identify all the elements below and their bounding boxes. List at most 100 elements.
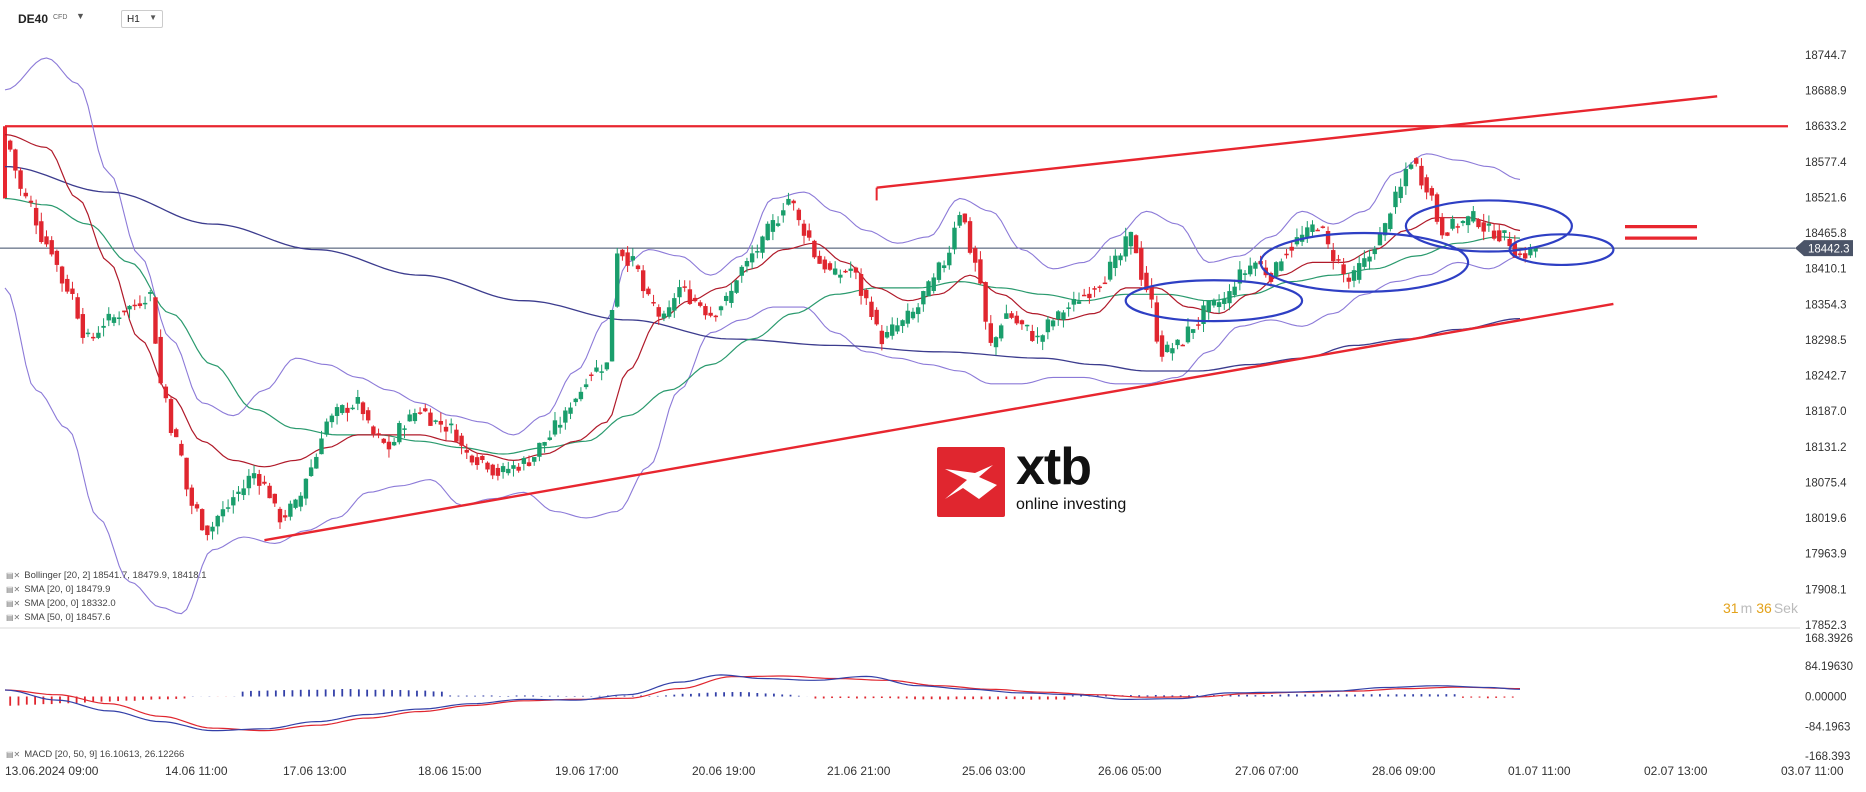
candle-body[interactable] bbox=[708, 312, 713, 316]
indicator-sma50[interactable]: ▤✕ SMA [50, 0] 18457.6 bbox=[6, 612, 110, 623]
candle-body[interactable] bbox=[116, 317, 122, 319]
candle-body[interactable] bbox=[1325, 231, 1331, 245]
candle-body[interactable] bbox=[1165, 344, 1170, 353]
candle-body[interactable] bbox=[656, 307, 661, 317]
indicator-menu-icon[interactable]: ▤✕ bbox=[6, 750, 21, 759]
candle-body[interactable] bbox=[1460, 220, 1466, 224]
candle-body[interactable] bbox=[495, 467, 501, 476]
candle-body[interactable] bbox=[1393, 191, 1398, 208]
candle-body[interactable] bbox=[158, 336, 163, 384]
candle-body[interactable] bbox=[739, 266, 744, 276]
candle-body[interactable] bbox=[1004, 313, 1009, 319]
candle-body[interactable] bbox=[563, 410, 568, 423]
candle-body[interactable] bbox=[775, 223, 781, 226]
candle-body[interactable] bbox=[1273, 262, 1279, 277]
candle-body[interactable] bbox=[734, 280, 739, 293]
candle-body[interactable] bbox=[1045, 319, 1051, 333]
candle-body[interactable] bbox=[1502, 230, 1507, 233]
candle-body[interactable] bbox=[360, 402, 366, 415]
candle-body[interactable] bbox=[848, 268, 853, 271]
candle-body[interactable] bbox=[646, 288, 651, 295]
candle-body[interactable] bbox=[1056, 311, 1061, 320]
candle-body[interactable] bbox=[532, 457, 537, 462]
candle-body[interactable] bbox=[1030, 331, 1035, 341]
candle-body[interactable] bbox=[39, 221, 44, 243]
candle-body[interactable] bbox=[314, 456, 319, 469]
candle-body[interactable] bbox=[407, 414, 412, 422]
candle-body[interactable] bbox=[7, 140, 13, 150]
candle-body[interactable] bbox=[381, 438, 386, 443]
candle-body[interactable] bbox=[111, 317, 117, 323]
candle-body[interactable] bbox=[1201, 305, 1206, 325]
candle-body[interactable] bbox=[1144, 272, 1149, 291]
candle-body[interactable] bbox=[926, 281, 931, 297]
candle-body[interactable] bbox=[329, 415, 335, 423]
candle-body[interactable] bbox=[194, 504, 200, 509]
candle-body[interactable] bbox=[812, 240, 817, 258]
candle-body[interactable] bbox=[557, 424, 563, 428]
candle-body[interactable] bbox=[615, 253, 620, 307]
candle-body[interactable] bbox=[537, 442, 542, 457]
candle-body[interactable] bbox=[500, 466, 506, 473]
candle-body[interactable] bbox=[1465, 216, 1471, 226]
candle-body[interactable] bbox=[915, 307, 921, 315]
candle-body[interactable] bbox=[1336, 259, 1341, 261]
candle-body[interactable] bbox=[635, 265, 641, 270]
candle-body[interactable] bbox=[947, 252, 952, 266]
candle-body[interactable] bbox=[417, 412, 423, 414]
candle-body[interactable] bbox=[749, 253, 755, 263]
candle-body[interactable] bbox=[599, 371, 604, 373]
candle-body[interactable] bbox=[993, 337, 999, 348]
candle-body[interactable] bbox=[1242, 273, 1248, 275]
candle-body[interactable] bbox=[1310, 224, 1315, 232]
candle-body[interactable] bbox=[49, 240, 54, 255]
timeframe-select[interactable]: H1 ▼ bbox=[121, 10, 163, 28]
indicator-macd[interactable]: ▤✕ MACD [20, 50, 9] 16.10613, 26.12266 bbox=[6, 749, 184, 760]
candle-body[interactable] bbox=[910, 311, 916, 319]
candle-body[interactable] bbox=[241, 488, 246, 496]
candle-body[interactable] bbox=[672, 298, 677, 311]
candle-body[interactable] bbox=[474, 457, 480, 466]
candle-body[interactable] bbox=[1076, 301, 1082, 304]
candle-body[interactable] bbox=[1222, 298, 1227, 304]
candle-body[interactable] bbox=[1061, 312, 1066, 320]
candle-body[interactable] bbox=[490, 464, 495, 476]
candle-body[interactable] bbox=[1123, 236, 1128, 257]
candle-body[interactable] bbox=[895, 325, 900, 332]
resistance-trendline[interactable] bbox=[876, 95, 1718, 189]
candle-body[interactable] bbox=[1341, 264, 1346, 275]
candle-body[interactable] bbox=[640, 270, 646, 292]
candle-body[interactable] bbox=[137, 303, 143, 306]
candle-body[interactable] bbox=[1139, 247, 1144, 280]
candle-body[interactable] bbox=[319, 438, 324, 455]
candle-body[interactable] bbox=[449, 423, 454, 426]
candle-body[interactable] bbox=[469, 455, 475, 463]
candle-body[interactable] bbox=[1351, 270, 1357, 281]
candle-body[interactable] bbox=[1320, 226, 1326, 228]
candle-body[interactable] bbox=[13, 149, 18, 171]
candle-body[interactable] bbox=[625, 252, 630, 266]
candle-body[interactable] bbox=[609, 309, 615, 362]
candle-body[interactable] bbox=[723, 295, 729, 302]
candle-body[interactable] bbox=[205, 525, 210, 536]
candle-body[interactable] bbox=[807, 230, 812, 238]
candle-body[interactable] bbox=[1455, 226, 1460, 228]
candle-body[interactable] bbox=[547, 437, 552, 440]
candle-body[interactable] bbox=[28, 200, 34, 203]
candle-body[interactable] bbox=[967, 221, 973, 253]
candle-body[interactable] bbox=[755, 251, 760, 253]
candle-body[interactable] bbox=[59, 266, 65, 284]
candle-body[interactable] bbox=[817, 255, 822, 264]
support-trendline[interactable] bbox=[264, 302, 1614, 542]
candle-body[interactable] bbox=[1403, 169, 1409, 187]
candle-body[interactable] bbox=[1528, 247, 1533, 256]
candle-body[interactable] bbox=[1315, 229, 1320, 232]
candle-body[interactable] bbox=[350, 407, 355, 410]
candle-body[interactable] bbox=[988, 323, 993, 343]
candle-body[interactable] bbox=[1356, 263, 1362, 280]
candle-body[interactable] bbox=[210, 526, 215, 532]
candle-body[interactable] bbox=[282, 515, 288, 518]
candle-body[interactable] bbox=[511, 465, 516, 469]
candle-body[interactable] bbox=[692, 297, 698, 302]
